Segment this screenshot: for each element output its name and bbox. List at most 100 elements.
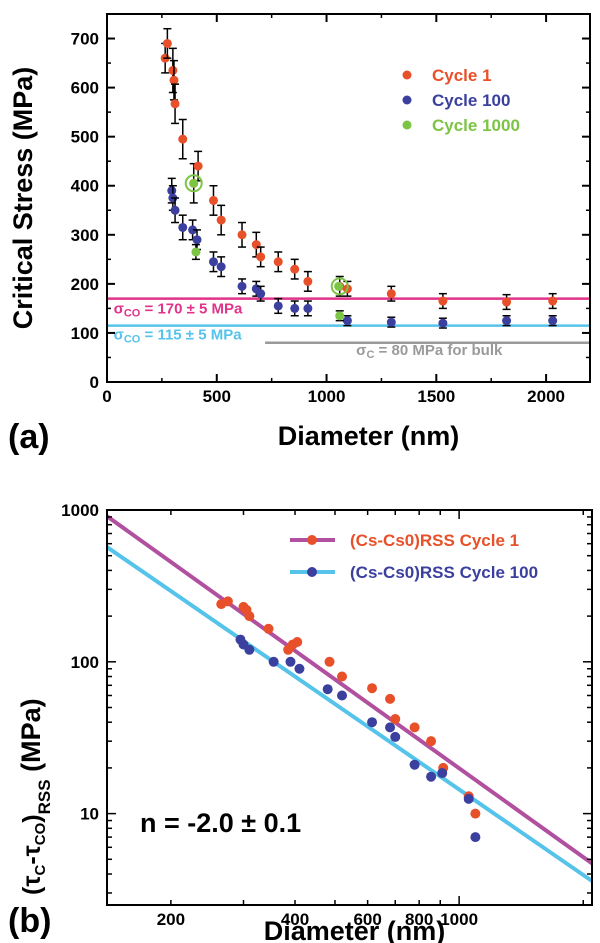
data-point-cycle-1 bbox=[178, 134, 188, 144]
data-point-series-0 bbox=[367, 683, 378, 694]
data-point-cycle-100 bbox=[273, 301, 283, 311]
slope-annotation: n = -2.0 ± 0.1 bbox=[140, 808, 301, 838]
data-point-cycle-1 bbox=[502, 297, 512, 307]
y-axis-title: Critical Stress (MPa) bbox=[8, 67, 38, 330]
y-tick-label: 100 bbox=[71, 324, 99, 343]
data-point-cycle-1 bbox=[386, 289, 396, 299]
panel-label-a: (a) bbox=[8, 418, 50, 456]
fit-line-1 bbox=[105, 545, 594, 883]
data-point-cycle-100 bbox=[216, 262, 226, 272]
reference-line-label-2: σC = 80 MPa for bulk bbox=[356, 342, 503, 361]
data-point-series-0 bbox=[324, 656, 335, 667]
x-tick-label: 1000 bbox=[440, 910, 478, 929]
x-tick-label: 0 bbox=[102, 387, 111, 406]
highlight-circle bbox=[184, 174, 203, 193]
y-tick-label: 700 bbox=[71, 30, 99, 49]
legend-marker bbox=[307, 567, 317, 577]
legend-marker bbox=[307, 535, 317, 545]
data-point-cycle-100 bbox=[192, 235, 202, 245]
legend-label: Cycle 1000 bbox=[432, 116, 520, 135]
data-point-cycle-1 bbox=[169, 75, 179, 85]
legend-label: Cycle 100 bbox=[432, 91, 510, 110]
data-point-cycle-100 bbox=[502, 316, 512, 326]
data-point-cycle-100 bbox=[208, 257, 218, 267]
legend-marker bbox=[402, 120, 412, 130]
data-point-cycle-1 bbox=[290, 264, 300, 274]
panel-label-b: (b) bbox=[8, 902, 51, 940]
legend-marker bbox=[402, 95, 412, 105]
data-point-series-1 bbox=[367, 717, 378, 728]
x-tick-label: 400 bbox=[281, 910, 309, 929]
panel-a-frame bbox=[106, 13, 591, 383]
data-point-cycle-1 bbox=[303, 276, 313, 286]
data-point-cycle-100 bbox=[170, 205, 180, 215]
x-tick-label: 1500 bbox=[417, 387, 455, 406]
y-axis-title: (τC-τCO)RSS (MPa) bbox=[16, 698, 54, 895]
legend-label: (Cs-Cs0)RSS Cycle 1 bbox=[350, 531, 519, 550]
data-point-cycle-1 bbox=[162, 38, 172, 48]
x-tick-label: 1000 bbox=[308, 387, 346, 406]
data-point-cycle-1000 bbox=[191, 247, 201, 257]
data-point-cycle-1 bbox=[256, 252, 266, 262]
data-point-series-0 bbox=[385, 693, 396, 704]
data-point-series-0 bbox=[244, 611, 255, 622]
data-point-series-1 bbox=[470, 832, 481, 843]
data-point-cycle-1 bbox=[548, 296, 558, 306]
data-point-series-1 bbox=[385, 722, 396, 733]
data-point-cycle-1 bbox=[438, 296, 448, 306]
fit-line-0 bbox=[105, 514, 594, 866]
x-axis-title: Diameter (nm) bbox=[264, 916, 446, 943]
data-point-series-0 bbox=[337, 671, 348, 682]
data-point-series-1 bbox=[322, 684, 333, 695]
data-point-cycle-100 bbox=[548, 316, 558, 326]
data-point-series-1 bbox=[437, 768, 448, 779]
y-tick-label: 200 bbox=[71, 275, 99, 294]
legend-label: (Cs-Cs0)RSS Cycle 100 bbox=[350, 563, 538, 582]
x-tick-label: 2000 bbox=[527, 387, 565, 406]
data-point-cycle-100 bbox=[290, 303, 300, 313]
data-point-cycle-100 bbox=[167, 186, 177, 196]
data-point-cycle-1000 bbox=[189, 178, 199, 188]
reference-line-label-0: σCO = 170 ± 5 MPa bbox=[114, 300, 243, 319]
reference-line-label-1: σCO = 115 ± 5 MPa bbox=[114, 326, 243, 345]
data-point-cycle-100 bbox=[386, 317, 396, 327]
legend-marker bbox=[402, 70, 412, 80]
data-point-cycle-100 bbox=[237, 281, 247, 291]
data-point-cycle-100 bbox=[438, 318, 448, 328]
data-point-series-1 bbox=[268, 656, 279, 667]
panel-a-critical-stress-chart: σCO = 170 ± 5 MPa σCO = 115 ± 5 MPa σC = 8… bbox=[8, 13, 591, 456]
data-point-series-0 bbox=[426, 736, 437, 747]
data-point-series-0 bbox=[263, 623, 274, 634]
data-point-cycle-100 bbox=[256, 289, 266, 299]
data-point-cycle-100 bbox=[342, 316, 352, 326]
data-point-cycle-1 bbox=[193, 161, 203, 171]
data-point-series-1 bbox=[426, 771, 437, 782]
data-point-cycle-1000 bbox=[334, 281, 344, 291]
data-point-series-1 bbox=[244, 644, 255, 655]
x-axis-title: Diameter (nm) bbox=[278, 421, 460, 451]
data-point-cycle-100 bbox=[303, 303, 313, 313]
x-tick-label: 800 bbox=[405, 910, 433, 929]
data-point-cycle-1 bbox=[216, 215, 226, 225]
legend-label: Cycle 1 bbox=[432, 66, 492, 85]
y-tick-label: 1000 bbox=[61, 501, 99, 520]
data-point-series-1 bbox=[409, 759, 420, 770]
highlight-circle bbox=[330, 277, 349, 296]
data-point-series-1 bbox=[390, 731, 401, 742]
data-point-series-1 bbox=[294, 663, 305, 674]
x-tick-label: 600 bbox=[353, 910, 381, 929]
x-tick-label: 500 bbox=[203, 387, 231, 406]
y-tick-label: 500 bbox=[71, 128, 99, 147]
data-point-cycle-1 bbox=[170, 99, 180, 109]
y-tick-label: 600 bbox=[71, 79, 99, 98]
data-point-series-0 bbox=[292, 637, 303, 648]
data-point-series-1 bbox=[463, 793, 474, 804]
data-point-cycle-1 bbox=[273, 257, 283, 267]
data-point-series-0 bbox=[409, 722, 420, 733]
y-tick-label: 300 bbox=[71, 226, 99, 245]
x-tick-label: 200 bbox=[157, 910, 185, 929]
y-tick-label: 100 bbox=[71, 653, 99, 672]
data-point-series-0 bbox=[390, 713, 401, 724]
